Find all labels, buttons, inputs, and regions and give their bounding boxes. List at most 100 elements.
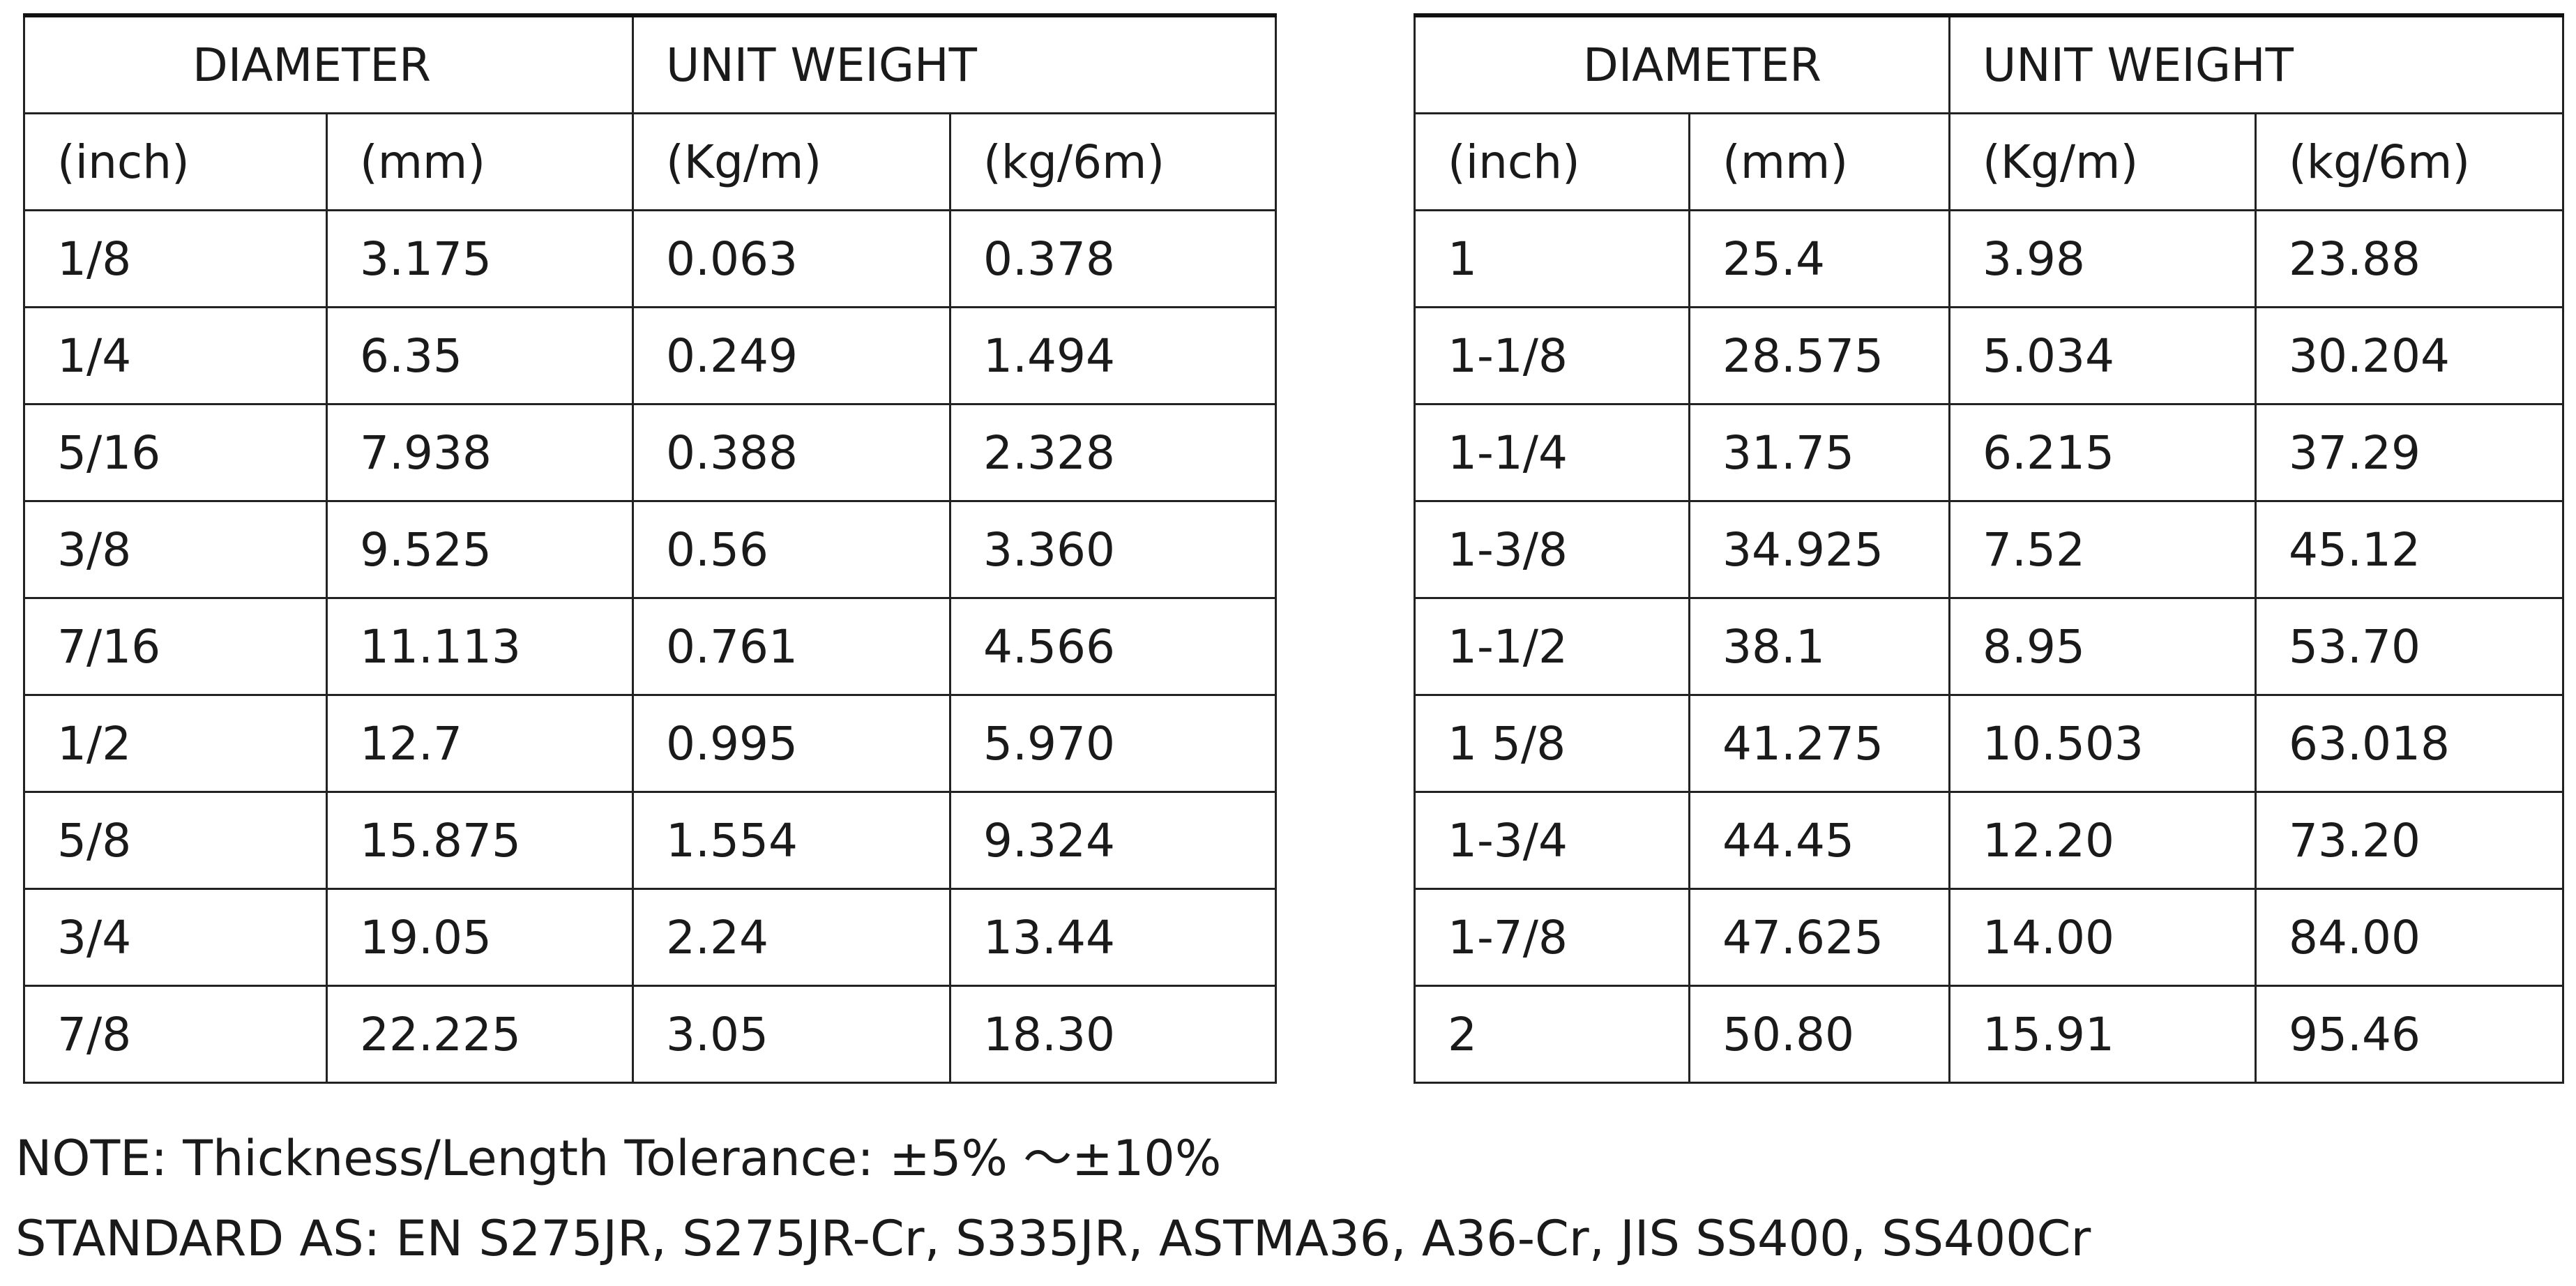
cell: 1-3/8 (1414, 500, 1690, 599)
cell: 2 (1414, 985, 1690, 1084)
cell: 6.215 (1948, 403, 2257, 502)
data-row: 1-3/8 34.925 7.52 45.12 (1414, 500, 2565, 599)
cell: 1/8 (23, 209, 328, 308)
data-row: 1/2 12.7 0.995 5.970 (23, 694, 1278, 793)
cell: 44.45 (1688, 791, 1950, 890)
unit-header: (mm) (326, 112, 634, 211)
cell: 12.20 (1948, 791, 2257, 890)
cell: 63.018 (2254, 694, 2565, 793)
cell: 3.98 (1948, 209, 2257, 308)
group-header: DIAMETER (23, 14, 634, 114)
cell: 1-1/2 (1414, 597, 1690, 696)
cell: 3/8 (23, 500, 328, 599)
data-row: 1/4 6.35 0.249 1.494 (23, 306, 1278, 405)
cell: 5/16 (23, 403, 328, 502)
cell: 73.20 (2254, 791, 2565, 890)
cell: 15.91 (1948, 985, 2257, 1084)
cell: 50.80 (1688, 985, 1950, 1084)
cell: 34.925 (1688, 500, 1950, 599)
cell: 13.44 (948, 888, 1278, 987)
unit-header: (kg/6m) (948, 112, 1278, 211)
cell: 31.75 (1688, 403, 1950, 502)
data-row: 1-1/2 38.1 8.95 53.70 (1414, 597, 2565, 696)
cell: 84.00 (2254, 888, 2565, 987)
data-row: 2 50.80 15.91 95.46 (1414, 985, 2565, 1084)
data-row: 1 5/8 41.275 10.503 63.018 (1414, 694, 2565, 793)
cell: 2.328 (948, 403, 1278, 502)
cell: 9.324 (948, 791, 1278, 890)
data-row: 1-7/8 47.625 14.00 84.00 (1414, 888, 2565, 987)
group-header: UNIT WEIGHT (631, 14, 1278, 114)
cell: 0.761 (632, 597, 951, 696)
cell: 1-1/4 (1414, 403, 1690, 502)
data-row: 1/8 3.175 0.063 0.378 (23, 209, 1278, 308)
cell: 53.70 (2254, 597, 2565, 696)
cell: 1.554 (632, 791, 951, 890)
standard: STANDARD AS: EN S275JR, S275JR-Cr, S335J… (15, 1210, 2091, 1267)
cell: 7.52 (1948, 500, 2257, 599)
cell: 1 5/8 (1414, 694, 1690, 793)
unit-row: (inch) (mm) (Kg/m) (kg/6m) (1414, 112, 2565, 211)
cell: 47.625 (1688, 888, 1950, 987)
cell: 3/4 (23, 888, 328, 987)
data-row: 7/8 22.225 3.05 18.30 (23, 985, 1278, 1084)
cell: 1-3/4 (1414, 791, 1690, 890)
cell: 0.249 (632, 306, 951, 405)
cell: 37.29 (2254, 403, 2565, 502)
cell: 22.225 (326, 985, 634, 1084)
cell: 3.05 (632, 985, 951, 1084)
cell: 0.995 (632, 694, 951, 793)
data-row: 1-1/4 31.75 6.215 37.29 (1414, 403, 2565, 502)
cell: 23.88 (2254, 209, 2565, 308)
cell: 3.175 (326, 209, 634, 308)
group-header: UNIT WEIGHT (1948, 14, 2565, 114)
unit-row: (inch) (mm) (Kg/m) (kg/6m) (23, 112, 1278, 211)
cell: 28.575 (1688, 306, 1950, 405)
data-row: 5/8 15.875 1.554 9.324 (23, 791, 1278, 890)
cell: 15.875 (326, 791, 634, 890)
cell: 38.1 (1688, 597, 1950, 696)
cell: 11.113 (326, 597, 634, 696)
cell: 41.275 (1688, 694, 1950, 793)
cell: 7/8 (23, 985, 328, 1084)
cell: 4.566 (948, 597, 1278, 696)
cell: 12.7 (326, 694, 634, 793)
cell: 0.063 (632, 209, 951, 308)
cell: 10.503 (1948, 694, 2257, 793)
data-row: 1-3/4 44.45 12.20 73.20 (1414, 791, 2565, 890)
cell: 1 (1414, 209, 1690, 308)
data-row: 1 25.4 3.98 23.88 (1414, 209, 2565, 308)
data-row: 3/8 9.525 0.56 3.360 (23, 500, 1278, 599)
data-row: 1-1/8 28.575 5.034 30.204 (1414, 306, 2565, 405)
cell: 8.95 (1948, 597, 2257, 696)
cell: 5.970 (948, 694, 1278, 793)
cell: 1/2 (23, 694, 328, 793)
unit-header: (Kg/m) (632, 112, 951, 211)
cell: 6.35 (326, 306, 634, 405)
cell: 5.034 (1948, 306, 2257, 405)
cell: 18.30 (948, 985, 1278, 1084)
data-row: 7/16 11.113 0.761 4.566 (23, 597, 1278, 696)
header-row: DIAMETER UNIT WEIGHT (1414, 14, 2565, 114)
group-header: DIAMETER (1414, 14, 1950, 114)
cell: 19.05 (326, 888, 634, 987)
data-row: 5/16 7.938 0.388 2.328 (23, 403, 1278, 502)
header-row: DIAMETER UNIT WEIGHT (23, 14, 1278, 114)
cell: 5/8 (23, 791, 328, 890)
cell: 1-1/8 (1414, 306, 1690, 405)
cell: 95.46 (2254, 985, 2565, 1084)
cell: 30.204 (2254, 306, 2565, 405)
cell: 3.360 (948, 500, 1278, 599)
unit-header: (inch) (1414, 112, 1690, 211)
unit-header: (inch) (23, 112, 328, 211)
cell: 25.4 (1688, 209, 1950, 308)
cell: 7/16 (23, 597, 328, 696)
cell: 0.56 (632, 500, 951, 599)
cell: 1-7/8 (1414, 888, 1690, 987)
cell: 0.388 (632, 403, 951, 502)
weight-table: DIAMETER UNIT WEIGHT (inch) (mm) (Kg/m) (kg/6… (23, 13, 1278, 1084)
cell: 1/4 (23, 306, 328, 405)
data-row: 3/4 19.05 2.24 13.44 (23, 888, 1278, 987)
cell: 0.378 (948, 209, 1278, 308)
